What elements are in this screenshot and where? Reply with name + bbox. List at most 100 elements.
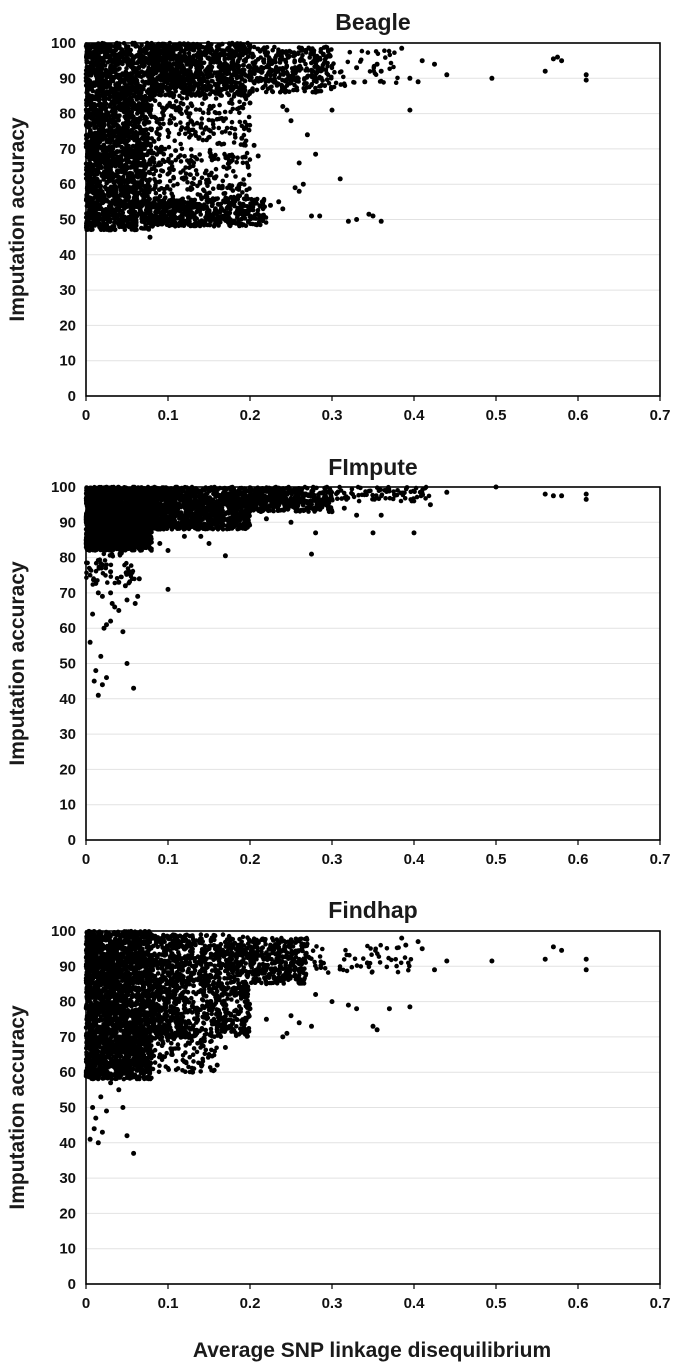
- data-point: [114, 190, 119, 195]
- data-point: [173, 99, 179, 104]
- data-point: [240, 63, 246, 68]
- data-point: [375, 51, 381, 57]
- data-point: [296, 160, 302, 166]
- y-tick-label: 90: [59, 70, 76, 87]
- data-point: [378, 218, 384, 224]
- data-point: [347, 49, 353, 55]
- data-point: [266, 62, 271, 68]
- data-point: [133, 130, 138, 136]
- scatter-points-beagle: [83, 40, 589, 240]
- data-point: [281, 72, 286, 77]
- data-point: [94, 157, 100, 163]
- x-tick-label: 0: [82, 851, 90, 868]
- y-tick-label: 80: [59, 550, 76, 567]
- data-point: [251, 142, 257, 148]
- data-point: [133, 85, 138, 90]
- data-point: [559, 58, 565, 64]
- data-point: [152, 177, 157, 182]
- data-point: [179, 68, 185, 74]
- data-point: [204, 70, 209, 75]
- data-point: [135, 198, 140, 203]
- scatter-points-fimpute: [83, 484, 589, 698]
- data-point: [245, 165, 251, 170]
- data-point: [201, 206, 206, 211]
- data-point: [222, 109, 228, 115]
- data-point: [92, 52, 98, 58]
- data-point: [231, 140, 237, 145]
- data-point: [156, 136, 161, 142]
- data-point: [116, 205, 122, 211]
- data-point: [95, 117, 101, 123]
- data-point: [132, 191, 137, 197]
- chart-title: FImpute: [328, 454, 417, 480]
- data-point: [377, 79, 383, 84]
- data-point: [229, 76, 235, 81]
- data-point: [374, 61, 380, 67]
- data-point: [91, 196, 96, 201]
- data-point: [155, 76, 160, 81]
- data-point: [139, 135, 145, 141]
- data-point: [229, 125, 234, 131]
- data-point: [222, 75, 228, 81]
- data-point: [188, 147, 194, 152]
- data-point: [220, 178, 226, 184]
- data-point: [134, 73, 139, 79]
- data-point: [89, 211, 95, 217]
- data-point: [160, 168, 166, 174]
- data-point: [270, 78, 276, 84]
- data-point: [136, 66, 141, 71]
- data-point: [105, 168, 110, 173]
- data-point: [258, 55, 264, 60]
- data-point: [196, 65, 202, 71]
- data-point: [202, 96, 207, 101]
- data-point: [239, 135, 245, 141]
- data-point: [92, 207, 98, 212]
- data-point: [241, 101, 247, 107]
- data-point: [216, 202, 221, 207]
- data-point: [134, 43, 140, 49]
- data-point: [89, 68, 94, 74]
- y-tick-label: 10: [59, 353, 76, 370]
- data-point: [179, 212, 184, 218]
- data-point: [354, 65, 360, 71]
- data-point: [117, 51, 122, 57]
- data-point: [121, 146, 127, 152]
- data-point: [370, 213, 376, 219]
- data-point: [323, 55, 329, 61]
- data-point: [205, 44, 211, 50]
- data-point: [139, 90, 144, 96]
- data-point: [100, 112, 106, 118]
- data-point: [96, 220, 102, 226]
- data-point: [146, 227, 152, 232]
- data-point: [134, 97, 140, 102]
- data-point: [359, 48, 365, 54]
- data-point: [241, 196, 247, 202]
- data-point: [235, 215, 240, 221]
- data-point: [233, 174, 238, 179]
- data-point: [244, 150, 250, 156]
- data-point: [145, 56, 151, 62]
- data-point: [127, 152, 132, 158]
- y-tick-label: 60: [59, 176, 76, 193]
- data-point: [160, 219, 166, 224]
- data-point: [191, 122, 196, 127]
- data-point: [115, 83, 120, 89]
- y-tick-label: 0: [68, 388, 76, 405]
- data-point: [212, 175, 218, 181]
- data-point: [233, 211, 238, 216]
- data-point: [202, 83, 208, 89]
- data-point: [193, 168, 199, 173]
- data-point: [136, 101, 142, 106]
- data-point: [240, 160, 246, 166]
- data-point: [222, 50, 227, 55]
- data-point: [210, 89, 216, 94]
- x-tick-label: 0.3: [322, 851, 343, 868]
- data-point: [407, 107, 413, 113]
- x-tick-label: 0.5: [486, 851, 507, 868]
- y-tick-label: 70: [59, 141, 76, 158]
- data-point: [91, 200, 96, 205]
- data-point: [253, 67, 259, 73]
- data-point: [102, 116, 107, 122]
